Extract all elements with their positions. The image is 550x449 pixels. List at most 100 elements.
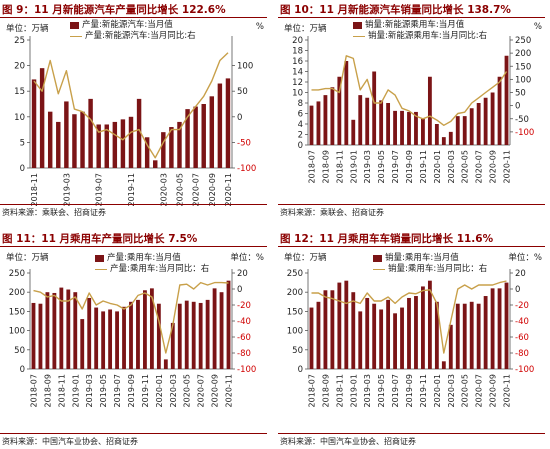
chart-panel-fig11: 图 11：11 月乘用车产量同比增长 7.5% 单位：万辆 单位：% 产量:乘用…	[0, 229, 267, 449]
bar-2020-03	[448, 324, 453, 369]
x-tick-label: 2018-07	[30, 374, 39, 407]
right-tick-label: -60	[515, 333, 529, 343]
right-tick-label: 20	[515, 269, 526, 279]
left-tick-label: 12	[292, 78, 303, 88]
legend-line-swatch	[95, 269, 107, 270]
right-tick-label: 0	[237, 285, 242, 295]
yoy-line	[311, 55, 508, 127]
legend-bar-swatch	[95, 255, 104, 262]
left-tick-label: 0	[298, 365, 303, 375]
x-tick-label: 2020-11	[503, 374, 512, 407]
bar-2020-01	[434, 124, 439, 145]
bar-2019-08	[400, 307, 404, 369]
x-tick-label: 2020-09	[489, 374, 498, 407]
bar-2019-04	[372, 71, 377, 145]
bar-2018-07	[309, 307, 314, 369]
bar-2020-06	[469, 108, 474, 145]
x-tick-label: 2020-01	[433, 374, 442, 407]
yoy-line	[33, 281, 229, 354]
right-tick-label: 0	[515, 102, 520, 112]
left-axis-unit: 单位：万辆	[6, 253, 49, 263]
bar-2020-10	[219, 292, 224, 369]
bar-2020-07	[476, 103, 481, 145]
legend-line-label: 产量:新能源汽车:当月同比:右	[85, 31, 196, 41]
bar-2020-02	[441, 137, 446, 145]
left-tick-label: 20	[292, 36, 303, 46]
bar-2020-09	[212, 288, 217, 369]
x-tick-label: 2019-09	[405, 374, 414, 407]
right-tick-label: 200	[515, 49, 531, 59]
chart-svg: 0 5 10 15 20 25 -100 -50 0 50 100 2018-11 2019-03 201…	[14, 36, 256, 206]
bar-2020-05	[462, 303, 467, 369]
bar-2019-08	[104, 124, 109, 168]
bar-2018-10	[330, 290, 335, 369]
x-tick-label: 2020-05	[183, 374, 192, 407]
bar-2019-08	[122, 306, 126, 369]
legend-line-label: 销量:新能源乘用车:当月同比:右	[368, 31, 488, 41]
source-note: 资料来源：中国汽车业协会、招商证券	[2, 437, 138, 446]
x-tick-label: 2020-01	[155, 374, 164, 407]
x-tick-label: 2019-05	[377, 374, 386, 407]
source-divider	[278, 204, 545, 205]
yoy-line	[311, 280, 507, 354]
bar-2020-05	[184, 300, 189, 369]
x-tick-label: 2020-03	[447, 150, 456, 183]
x-tick-label: 2019-01	[71, 374, 80, 407]
bar-2020-05	[462, 116, 467, 145]
x-tick-label: 2019-09	[405, 150, 414, 183]
x-tick-label: 2018-07	[308, 374, 317, 407]
right-tick-label: -80	[515, 349, 529, 359]
bar-2020-03	[161, 132, 166, 168]
bar-2018-11	[31, 79, 37, 168]
right-axis-unit: %	[533, 22, 542, 32]
bar-2020-06	[191, 301, 196, 369]
bar-2020-08	[483, 97, 488, 145]
bar-2019-01	[47, 111, 53, 168]
legend-line-label: 产量:乘用车:当月同比：右	[110, 264, 210, 274]
bar-2019-11	[421, 286, 425, 369]
right-tick-label: -60	[237, 333, 251, 343]
bar-2018-10	[330, 87, 335, 145]
x-tick-label: 2020-09	[208, 173, 217, 206]
x-tick-label: 2019-01	[349, 150, 358, 183]
bar-2019-04	[94, 307, 99, 369]
left-tick-label: 50	[14, 346, 25, 356]
chart-panel-fig10: 图 10：11 月新能源汽车销量同比增长 138.7% 单位：万辆 % 销量:新…	[278, 0, 545, 220]
bar-2018-12	[66, 289, 71, 369]
bar-2020-09	[490, 92, 495, 145]
right-axis-unit: 单位：%	[508, 253, 542, 263]
chart-svg: 02468101214161820-100-500501001502002502…	[292, 36, 534, 183]
bar-2019-06	[386, 299, 391, 369]
right-tick-label: -20	[515, 301, 529, 311]
bar-2019-05	[101, 311, 106, 369]
left-tick-label: 150	[287, 307, 303, 317]
bar-2019-03	[365, 97, 370, 145]
bar-2019-01	[351, 119, 356, 145]
right-tick-label: -100	[237, 164, 256, 174]
bar-2019-12	[427, 280, 432, 369]
left-axis-unit: 单位：万辆	[6, 24, 49, 34]
right-tick-label: -100	[515, 128, 534, 138]
bar-2020-06	[469, 301, 474, 369]
legend: 产量:乘用车:当月值 产量:乘用车:当月同比：右	[95, 253, 209, 275]
bar-2019-10	[414, 111, 418, 145]
bar-2019-12	[149, 288, 154, 369]
bar-2019-01	[73, 292, 78, 369]
bar-2020-02	[153, 160, 158, 168]
yoy-line	[33, 52, 229, 159]
source-note: 资料来源：乘联会、招商证券	[2, 208, 106, 217]
chart-svg: 0 50 100 150 200 250 -100 -80 -60 -40 -20 0 20 2018-0…	[287, 269, 534, 407]
left-tick-label: 150	[9, 307, 25, 317]
x-tick-label: 2020-01	[433, 150, 442, 183]
chart-svg: 0 50 100 150 200 250 -100 -80 -60 -40 -20 0 20 2018-0…	[9, 269, 256, 407]
left-tick-label: 250	[9, 269, 25, 279]
chart-panel-fig9: 图 9：11 月新能源汽车产量同比增长 122.6% 单位：万辆 % 产量:新能…	[0, 0, 267, 220]
x-tick-label: 2019-03	[363, 150, 372, 183]
bar-2020-11	[226, 280, 231, 369]
left-tick-label: 0	[20, 164, 25, 174]
bar-2019-02	[358, 311, 363, 369]
legend-line-swatch	[373, 269, 385, 270]
x-tick-label: 2019-03	[85, 374, 94, 407]
left-tick-label: 14	[292, 68, 303, 78]
legend: 销量:乘用车:当月值 销量:乘用车:当月同比：右	[373, 253, 487, 275]
